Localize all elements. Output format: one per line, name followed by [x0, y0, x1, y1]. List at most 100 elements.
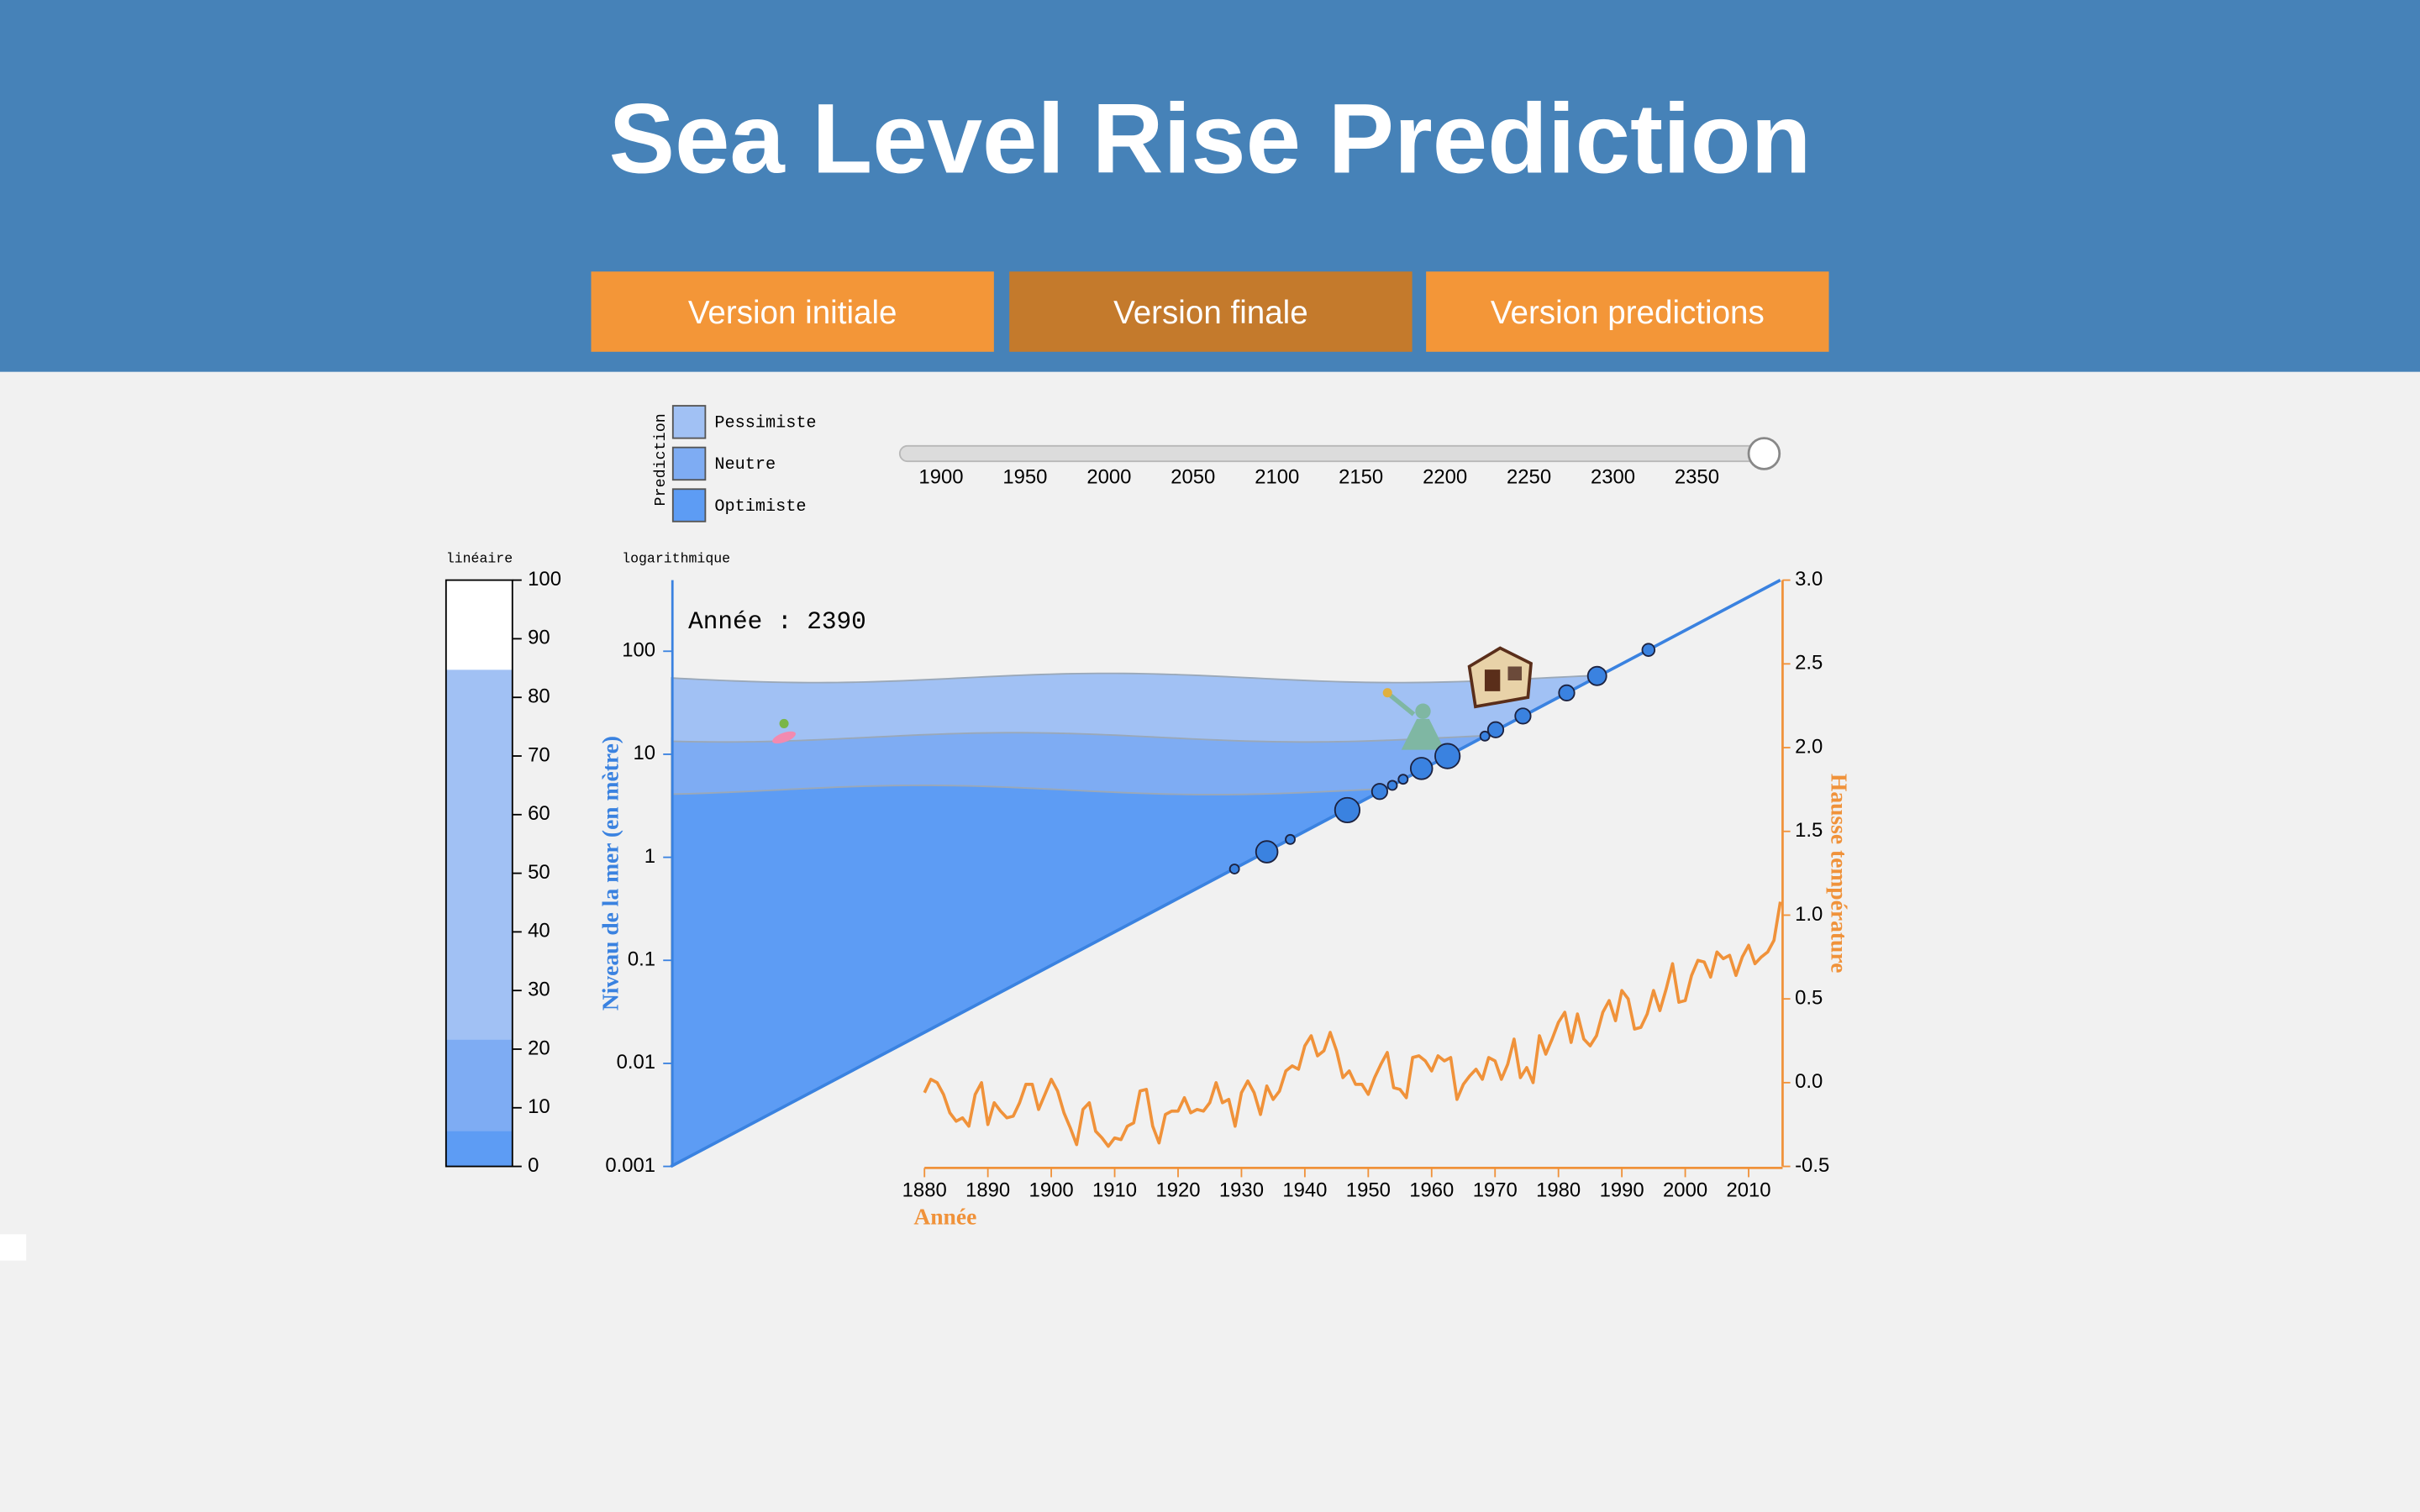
data-point	[1285, 833, 1296, 845]
slider-tick-label: 2050	[1171, 466, 1215, 489]
x-tick-label: 1950	[1346, 1179, 1391, 1201]
x-tick-label: 1960	[1409, 1179, 1454, 1201]
gauge-tick-label: 90	[528, 627, 550, 649]
button-bg[interactable]	[591, 271, 994, 352]
x-tick-label: 1900	[1029, 1179, 1074, 1201]
data-point	[1479, 730, 1491, 742]
y-tick-label: 0.001	[605, 1154, 655, 1177]
gauge-tick-label: 30	[528, 978, 550, 1000]
y2-tick-label: -0.5	[1795, 1154, 1829, 1177]
data-point	[1228, 864, 1240, 874]
x-tick-label: 2000	[1663, 1179, 1707, 1201]
slider-tick-label: 2100	[1255, 466, 1299, 489]
y2-tick-label: 0.0	[1795, 1070, 1823, 1093]
gauge-tick-label: 50	[528, 861, 550, 884]
gauge-tick-label: 10	[528, 1095, 550, 1118]
gauge-tick-label: 80	[528, 685, 550, 708]
house-icon	[1467, 646, 1533, 709]
gauge-tick-label: 100	[528, 568, 561, 591]
icons	[772, 646, 1533, 750]
corner-box	[0, 1234, 27, 1261]
gauge-tick-label: 0	[528, 1154, 539, 1177]
legend-swatch	[671, 488, 707, 522]
x-axis-label: Année	[913, 1203, 976, 1229]
x-tick-label: 1940	[1282, 1179, 1327, 1201]
data-point	[1386, 780, 1398, 791]
slider-tick-label: 2200	[1423, 466, 1467, 489]
gauge-title: linéaire	[446, 550, 513, 566]
data-point	[1514, 707, 1532, 725]
legend-title: Prediction	[652, 413, 670, 506]
data-point	[1641, 643, 1656, 657]
x-tick-label: 1880	[902, 1179, 947, 1201]
slider-tick-label: 2300	[1591, 466, 1635, 489]
data-point	[1409, 757, 1434, 780]
page-title: Sea Level Rise Prediction	[609, 84, 1812, 194]
y2-tick-label: 1.0	[1795, 903, 1823, 926]
y-tick-label: 100	[622, 639, 655, 662]
legend-swatch	[671, 405, 707, 439]
x-tick-label: 1930	[1219, 1179, 1264, 1201]
y2-tick-label: 2.5	[1795, 652, 1823, 675]
gauge-tick-label: 60	[528, 802, 550, 825]
gauge-tick-label: 70	[528, 743, 550, 766]
y2-tick-label: 1.5	[1795, 819, 1823, 842]
gauge-tick-label: 40	[528, 920, 550, 942]
slider-tick-label: 2250	[1507, 466, 1551, 489]
gauge-level	[445, 1131, 513, 1167]
x-tick-label: 2010	[1726, 1179, 1770, 1201]
legend-swatch	[671, 446, 707, 481]
statue-icon	[1382, 688, 1445, 750]
chart-title: logarithmique	[622, 550, 730, 566]
temperature-line	[923, 901, 1782, 1148]
surfer-icon	[772, 718, 796, 744]
button-label[interactable]: Version predictions	[1491, 295, 1765, 331]
x-tick-label: 1920	[1155, 1179, 1200, 1201]
button-label[interactable]: Version initiale	[688, 295, 897, 331]
data-point	[1434, 743, 1461, 769]
slider-knob[interactable]	[1747, 437, 1781, 470]
y2-tick-label: 3.0	[1795, 568, 1823, 591]
slider-tick-label: 2000	[1086, 466, 1131, 489]
y-tick-label: 0.1	[628, 948, 655, 971]
gauge-tick-label: 20	[528, 1037, 550, 1059]
data-point	[1397, 774, 1409, 785]
version-button[interactable]: Version predictions	[1426, 271, 1829, 352]
version-button[interactable]: Version finale	[1009, 271, 1413, 352]
x-tick-label: 1890	[965, 1179, 1010, 1201]
button-bg[interactable]	[1426, 271, 1829, 352]
slider-tick-label: 1950	[1002, 466, 1047, 489]
y-axis-label: Niveau de la mer (en mètre)	[597, 736, 623, 1011]
y-tick-label: 1	[644, 845, 655, 868]
year-annotation: Année : 2390	[688, 608, 866, 636]
water-level	[671, 785, 1781, 1167]
slider-tick-label: 2350	[1675, 466, 1719, 489]
data-point	[1255, 840, 1279, 864]
slider-tick-label: 2150	[1339, 466, 1383, 489]
legend-label: Pessimiste	[714, 414, 816, 433]
data-point	[1370, 783, 1389, 801]
x-tick-label: 1970	[1473, 1179, 1518, 1201]
legend-label: Neutre	[714, 455, 776, 475]
button-bg[interactable]	[1009, 271, 1413, 352]
y-tick-label: 10	[634, 742, 656, 764]
slider-track	[898, 444, 1773, 463]
water	[671, 672, 1781, 1167]
y2-tick-label: 2.0	[1795, 735, 1823, 758]
data-point	[1334, 796, 1361, 824]
y2-tick-label: 0.5	[1795, 986, 1823, 1009]
slider-tick-label: 1900	[918, 466, 963, 489]
button-label[interactable]: Version finale	[1113, 295, 1308, 331]
y-tick-label: 0.01	[617, 1051, 655, 1074]
y2-axis-label: Hausse température	[1826, 774, 1852, 973]
data-point	[1486, 721, 1505, 738]
data-point	[1586, 665, 1607, 686]
version-button[interactable]: Version initiale	[591, 271, 994, 352]
x-tick-label: 1910	[1092, 1179, 1137, 1201]
legend-label: Optimiste	[714, 497, 806, 517]
data-point	[1558, 684, 1576, 701]
x-tick-label: 1990	[1600, 1179, 1644, 1201]
x-tick-label: 1980	[1536, 1179, 1581, 1201]
